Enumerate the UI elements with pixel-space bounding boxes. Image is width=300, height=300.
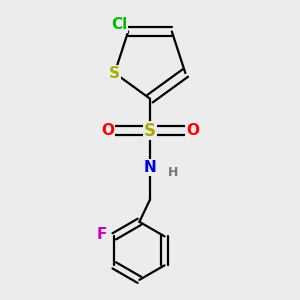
- Text: S: S: [144, 122, 156, 140]
- Text: Cl: Cl: [111, 17, 128, 32]
- Text: S: S: [109, 65, 120, 80]
- Text: F: F: [97, 227, 107, 242]
- Text: N: N: [144, 160, 156, 175]
- Text: O: O: [101, 123, 114, 138]
- Text: O: O: [186, 123, 199, 138]
- Text: H: H: [168, 167, 178, 179]
